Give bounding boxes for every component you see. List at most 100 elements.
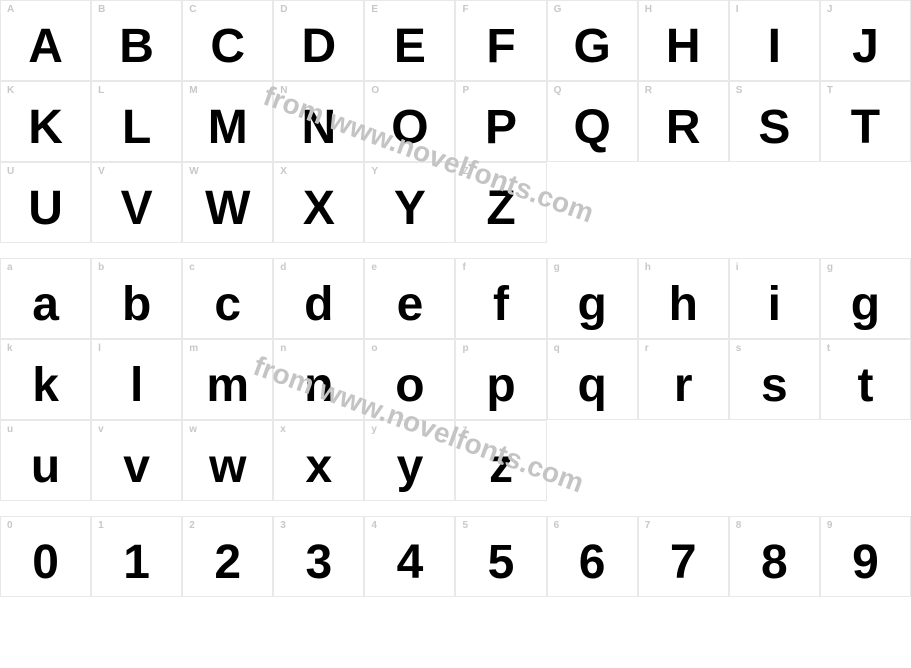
glyph-cell-glyph: G [573, 23, 610, 71]
glyph-cell: bb [91, 258, 182, 339]
glyph-cell: hh [638, 258, 729, 339]
glyph-cell-glyph: 0 [32, 539, 59, 587]
glyph-cell-glyph: Y [394, 185, 426, 233]
glyph-cell [638, 420, 729, 501]
glyph-cell-label: b [98, 262, 104, 273]
glyph-cell-glyph: z [489, 443, 513, 491]
glyph-cell-label: R [645, 85, 652, 96]
section-gap [0, 501, 911, 516]
glyph-cell: kk [0, 339, 91, 420]
glyph-cell: ZZ [455, 162, 546, 243]
glyph-cell-label: Y [371, 166, 378, 177]
glyph-cell: SS [729, 81, 820, 162]
glyph-cell: 99 [820, 516, 911, 597]
glyph-cell-label: e [371, 262, 377, 273]
glyph-cell: II [729, 0, 820, 81]
glyph-cell-glyph: g [851, 281, 880, 329]
glyph-cell-glyph: N [302, 104, 337, 152]
glyph-cell-glyph: J [852, 23, 879, 71]
glyph-cell-glyph: B [119, 23, 154, 71]
glyph-cell [638, 162, 729, 243]
glyph-cell-glyph: q [577, 362, 606, 410]
glyph-cell: yy [364, 420, 455, 501]
glyph-cell-glyph: W [205, 185, 250, 233]
glyph-cell-glyph: x [305, 443, 332, 491]
glyph-cell: YY [364, 162, 455, 243]
glyph-cell: gg [547, 258, 638, 339]
glyph-cell: vv [91, 420, 182, 501]
glyph-cell-label: a [7, 262, 13, 273]
glyph-cell-label: 4 [371, 520, 377, 531]
glyph-cell-glyph: Z [486, 185, 515, 233]
glyph-cell: gg [820, 258, 911, 339]
glyph-cell: zz [455, 420, 546, 501]
glyph-cell-label: m [189, 343, 198, 354]
glyph-cell-label: L [98, 85, 104, 96]
glyph-cell: 33 [273, 516, 364, 597]
glyph-cell-glyph: m [206, 362, 249, 410]
glyph-cell-label: p [462, 343, 468, 354]
glyph-cell-glyph: 4 [397, 539, 424, 587]
glyph-cell: 11 [91, 516, 182, 597]
glyph-cell: RR [638, 81, 729, 162]
glyph-cell: FF [455, 0, 546, 81]
glyph-cell-glyph: l [130, 362, 143, 410]
glyph-cell-label: 6 [554, 520, 560, 531]
glyph-section: 00112233445566778899 [0, 516, 911, 597]
glyph-cell-glyph: e [397, 281, 424, 329]
glyph-cell: ww [182, 420, 273, 501]
glyph-cell-glyph: K [28, 104, 63, 152]
glyph-cell: GG [547, 0, 638, 81]
glyph-cell-label: Z [462, 166, 468, 177]
glyph-cell: WW [182, 162, 273, 243]
glyph-cell: VV [91, 162, 182, 243]
glyph-cell [820, 162, 911, 243]
glyph-cell: 00 [0, 516, 91, 597]
glyph-cell-label: 1 [98, 520, 104, 531]
glyph-cell-label: r [645, 343, 649, 354]
glyph-cell: aa [0, 258, 91, 339]
glyph-cell: EE [364, 0, 455, 81]
glyph-cell-glyph: F [486, 23, 515, 71]
glyph-cell-label: W [189, 166, 198, 177]
glyph-cell-label: q [554, 343, 560, 354]
glyph-cell-glyph: 8 [761, 539, 788, 587]
glyph-cell-glyph: r [674, 362, 693, 410]
glyph-cell-label: v [98, 424, 104, 435]
glyph-cell: LL [91, 81, 182, 162]
font-character-map: AABBCCDDEEFFGGHHIIJJKKLLMMNNOOPPQQRRSSTT… [0, 0, 911, 597]
glyph-cell-label: J [827, 4, 833, 15]
glyph-cell-label: G [554, 4, 562, 15]
glyph-cell-label: F [462, 4, 468, 15]
glyph-cell-label: y [371, 424, 377, 435]
glyph-cell-glyph: 1 [123, 539, 150, 587]
glyph-cell-glyph: s [761, 362, 788, 410]
glyph-cell: PP [455, 81, 546, 162]
glyph-cell: QQ [547, 81, 638, 162]
glyph-cell-glyph: o [395, 362, 424, 410]
glyph-cell-glyph: g [577, 281, 606, 329]
glyph-cell-label: C [189, 4, 196, 15]
glyph-cell-glyph: d [304, 281, 333, 329]
glyph-cell-glyph: D [302, 23, 337, 71]
glyph-cell-label: o [371, 343, 377, 354]
glyph-cell-glyph: 5 [488, 539, 515, 587]
glyph-cell: OO [364, 81, 455, 162]
glyph-cell-label: f [462, 262, 465, 273]
glyph-cell: tt [820, 339, 911, 420]
glyph-cell: mm [182, 339, 273, 420]
glyph-cell-label: T [827, 85, 833, 96]
glyph-cell-label: V [98, 166, 105, 177]
glyph-cell-glyph: y [397, 443, 424, 491]
glyph-cell-label: 8 [736, 520, 742, 531]
glyph-cell-label: H [645, 4, 652, 15]
glyph-cell-label: s [736, 343, 742, 354]
glyph-cell: ff [455, 258, 546, 339]
glyph-cell: 88 [729, 516, 820, 597]
glyph-cell: nn [273, 339, 364, 420]
section-gap [0, 243, 911, 258]
glyph-cell-label: B [98, 4, 105, 15]
glyph-cell-glyph: 7 [670, 539, 697, 587]
glyph-cell-glyph: C [210, 23, 245, 71]
glyph-cell: TT [820, 81, 911, 162]
